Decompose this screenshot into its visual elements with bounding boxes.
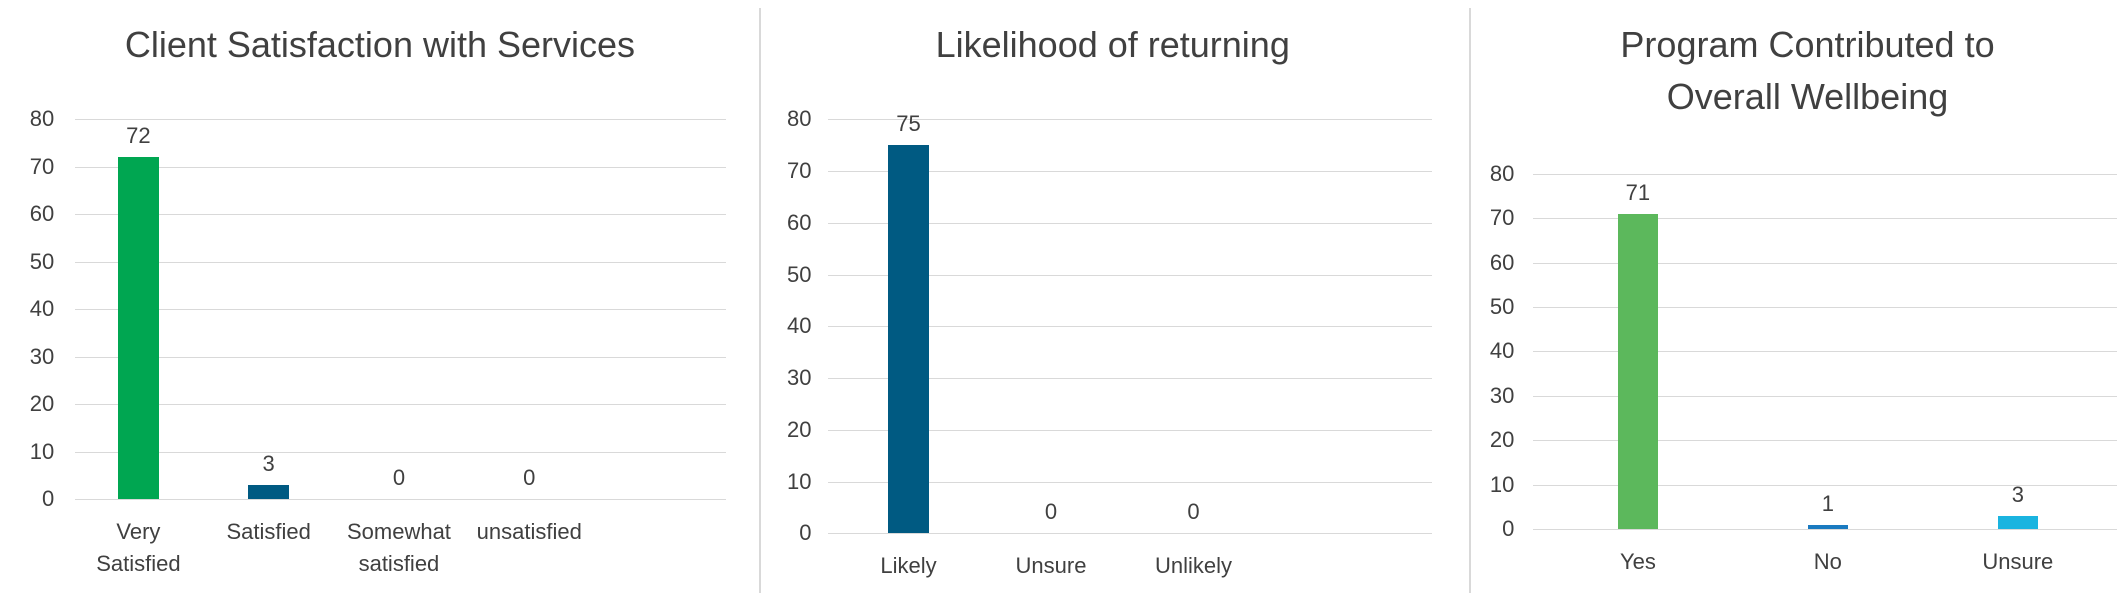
grid-line <box>1533 173 2117 175</box>
x-tick-label: Unlikely <box>1154 552 1232 578</box>
y-tick-label: 50 <box>787 261 812 287</box>
separator <box>1469 8 1471 593</box>
grid-line <box>1533 351 2117 353</box>
y-tick-label: 80 <box>787 106 812 132</box>
grid-line <box>74 166 726 168</box>
grid-line <box>827 533 1432 535</box>
x-tick-label: Likely <box>880 552 937 578</box>
grid-line <box>74 309 726 311</box>
x-tick-label: Unsure <box>1015 552 1087 578</box>
y-tick-label: 30 <box>29 343 55 369</box>
grid-line <box>1533 307 2117 309</box>
x-tick-label: unsatisfied <box>476 518 582 544</box>
x-tick-label: Very Satisfied <box>96 518 181 576</box>
y-tick-label: 70 <box>787 158 812 184</box>
grid-line <box>74 451 726 453</box>
x-tick-label: Satisfied <box>226 518 311 544</box>
y-tick-label: 0 <box>42 486 55 512</box>
grid-line <box>1533 262 2117 264</box>
value-label: 1 <box>1821 490 1834 516</box>
y-tick-label: 40 <box>29 296 55 322</box>
grid-line <box>1533 395 2117 397</box>
grid-line <box>1533 440 2117 442</box>
value-label: 72 <box>126 123 151 149</box>
grid-line <box>827 326 1432 328</box>
x-tick-label: Yes <box>1619 548 1656 574</box>
grid-line <box>827 274 1432 276</box>
y-tick-label: 10 <box>1489 471 1515 497</box>
y-tick-label: 60 <box>29 201 55 227</box>
value-label: 0 <box>392 465 406 491</box>
bar <box>248 485 290 500</box>
bar <box>888 145 929 534</box>
grid-line <box>827 171 1432 173</box>
grid-line <box>1533 484 2117 486</box>
y-tick-label: 20 <box>29 391 55 417</box>
y-tick-label: 30 <box>1489 382 1515 408</box>
y-tick-label: 40 <box>1489 338 1515 364</box>
value-label: 0 <box>1187 499 1200 525</box>
grid-line <box>74 214 726 216</box>
y-tick-label: 40 <box>787 313 812 339</box>
bar <box>1807 524 1849 530</box>
chart-title: Likelihood of returning <box>935 23 1290 65</box>
y-tick-label: 80 <box>29 106 55 132</box>
y-tick-label: 60 <box>1489 249 1515 275</box>
grid-line <box>74 404 726 406</box>
value-label: 3 <box>2011 481 2024 507</box>
grid-line <box>74 499 726 501</box>
value-label: 71 <box>1625 179 1651 205</box>
y-tick-label: 50 <box>29 248 55 274</box>
y-tick-label: 60 <box>787 209 812 235</box>
y-tick-label: 80 <box>1489 160 1515 186</box>
value-label: 3 <box>262 451 275 477</box>
grid-line <box>827 119 1432 121</box>
y-tick-label: 70 <box>29 153 55 179</box>
y-tick-label: 50 <box>1489 294 1515 320</box>
y-tick-label: 20 <box>1489 427 1515 453</box>
grid-line <box>1533 218 2117 220</box>
chart-title: Client Satisfaction with Services <box>124 23 636 65</box>
y-tick-label: 30 <box>787 365 812 391</box>
grid-line <box>827 481 1432 483</box>
separator <box>759 8 761 593</box>
y-tick-label: 70 <box>1489 205 1515 231</box>
chart-title: Program Contributed to Overall Wellbeing <box>1620 23 1995 118</box>
grid-line <box>74 119 726 121</box>
bar <box>118 157 159 500</box>
y-tick-label: 0 <box>1502 516 1515 542</box>
grid-line <box>1533 529 2117 531</box>
value-label: 0 <box>523 465 536 491</box>
value-label: 0 <box>1044 499 1058 525</box>
grid-line <box>74 261 726 263</box>
grid-line <box>74 356 726 358</box>
bar <box>1997 515 2039 530</box>
grid-line <box>827 378 1432 380</box>
x-tick-label: Unsure <box>1982 548 2054 574</box>
value-label: 75 <box>896 111 921 137</box>
y-tick-label: 0 <box>799 520 812 546</box>
grid-line <box>827 222 1432 224</box>
grid-line <box>827 429 1432 431</box>
y-tick-label: 10 <box>29 438 55 464</box>
y-tick-label: 20 <box>787 416 812 442</box>
y-tick-label: 10 <box>787 468 812 494</box>
x-tick-label: No <box>1813 548 1842 574</box>
x-tick-label: Somewhat satisfied <box>346 518 451 576</box>
bar <box>1617 213 1659 530</box>
